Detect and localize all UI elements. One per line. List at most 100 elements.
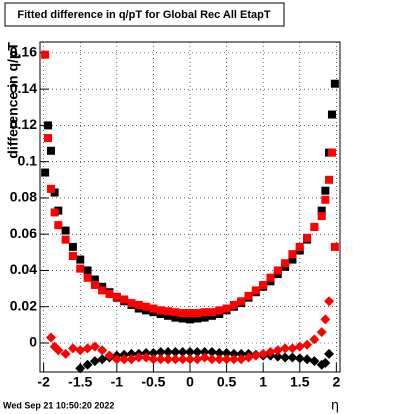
data-point	[155, 347, 166, 358]
x-tick-label: -0.5	[141, 374, 165, 390]
data-point	[330, 79, 339, 88]
data-point	[303, 233, 312, 242]
x-axis-title: η	[331, 397, 339, 413]
data-point	[192, 354, 203, 365]
data-point	[46, 146, 55, 155]
data-point	[89, 341, 100, 352]
y-tick-label: 0.12	[10, 116, 37, 132]
data-point	[243, 352, 254, 363]
footer-date: Wed Sep 21 10:50:20 2022	[3, 400, 114, 410]
data-point	[251, 286, 260, 295]
data-point	[178, 309, 187, 318]
data-point	[250, 350, 261, 361]
data-point	[327, 148, 336, 157]
data-point	[294, 341, 305, 352]
data-point	[97, 354, 108, 365]
data-point	[82, 359, 93, 370]
data-point	[327, 110, 336, 119]
data-point	[148, 354, 159, 365]
data-point	[97, 345, 108, 356]
data-point	[46, 184, 55, 193]
data-point	[185, 354, 195, 365]
data-point	[98, 286, 107, 295]
data-point	[200, 308, 209, 317]
x-tick-label: 2	[332, 374, 340, 390]
y-tick-label: 0.08	[10, 189, 37, 205]
data-point	[104, 350, 115, 361]
data-point	[76, 255, 85, 264]
data-point	[309, 356, 320, 367]
data-point	[199, 347, 210, 358]
data-point	[193, 309, 202, 318]
data-point	[244, 291, 253, 300]
data-point	[53, 345, 64, 356]
data-point	[68, 251, 77, 260]
data-point	[221, 354, 232, 365]
frame	[39, 41, 341, 373]
data-point	[171, 308, 180, 317]
data-point	[273, 266, 282, 275]
title-box	[4, 2, 285, 27]
data-point	[163, 347, 174, 358]
data-point	[61, 235, 70, 244]
data-point	[127, 299, 136, 308]
chart-title: Fitted difference in q/pT for Global Rec…	[17, 9, 271, 21]
data-point	[170, 354, 181, 365]
data-point	[193, 314, 202, 323]
data-point	[309, 334, 320, 345]
data-point	[111, 354, 122, 365]
x-tick-label: -1.5	[68, 374, 92, 390]
data-point	[310, 222, 319, 231]
data-point	[222, 304, 231, 313]
data-point	[320, 314, 331, 325]
data-point	[320, 357, 331, 368]
data-point	[324, 348, 335, 359]
x-tick-label: -1	[111, 374, 124, 390]
data-point	[164, 311, 173, 320]
data-point	[142, 302, 151, 311]
data-point	[54, 221, 63, 230]
data-point	[281, 259, 290, 268]
data-point	[215, 306, 224, 315]
y-tick-label: 0.02	[10, 297, 37, 313]
data-point	[45, 332, 56, 343]
data-point	[60, 348, 71, 359]
data-point	[82, 343, 93, 354]
data-point	[76, 264, 85, 273]
data-point	[171, 313, 180, 322]
data-point	[321, 186, 330, 195]
data-point	[206, 347, 217, 358]
data-point	[259, 280, 268, 289]
data-point	[41, 50, 50, 59]
data-point	[214, 347, 225, 358]
data-point	[50, 208, 59, 217]
data-point	[185, 347, 195, 358]
data-point	[186, 315, 194, 324]
data-point	[321, 195, 330, 204]
data-point	[228, 354, 239, 365]
plot-area: 0 0.02 0.04 0.06 0.08 0.1 0.12 0.14 0.16 -2 -1.5 -1…	[10, 42, 340, 390]
data-point	[149, 304, 158, 313]
data-point	[112, 292, 121, 301]
data-point	[272, 345, 283, 356]
data-point	[288, 255, 297, 264]
data-point	[316, 327, 327, 338]
data-point	[317, 212, 326, 221]
data-point	[119, 354, 130, 365]
data-point	[288, 250, 297, 259]
y-tick-label: 0.06	[10, 225, 37, 241]
y-tick-label: 0.16	[10, 44, 37, 60]
data-point	[272, 351, 283, 362]
y-tick-label: 0.04	[10, 261, 37, 277]
data-point	[105, 290, 114, 299]
data-point	[258, 348, 269, 359]
data-point	[44, 121, 53, 130]
data-point	[89, 356, 100, 367]
data-point	[280, 352, 291, 363]
y-axis-title: difference in q/pT	[5, 42, 21, 159]
data-point	[236, 354, 247, 365]
data-point	[192, 347, 203, 358]
data-point	[156, 306, 165, 315]
data-point	[214, 354, 225, 365]
data-point	[164, 307, 173, 316]
